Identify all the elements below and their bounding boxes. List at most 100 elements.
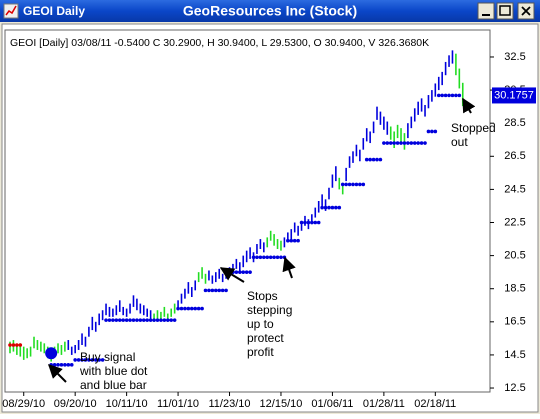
y-tick-label: 12.5 [504, 382, 525, 394]
stop-dot [275, 255, 280, 260]
stop-dot [172, 318, 177, 322]
stop-dot [337, 205, 342, 210]
stop-dot [83, 358, 88, 362]
stop-dot [316, 220, 321, 225]
stop-dot [395, 141, 400, 145]
x-tick-label: 11/23/10 [209, 398, 251, 410]
stop-dot [385, 141, 390, 145]
stop-dot [299, 220, 304, 225]
stop-dot [121, 318, 125, 322]
stop-dot [183, 306, 187, 311]
stop-dot [375, 157, 379, 162]
stop-dot [440, 93, 444, 98]
stop-dot [402, 141, 407, 145]
stop-dot [450, 93, 455, 98]
window-caption: GeoResources Inc (Stock) [183, 3, 357, 19]
stop-dot [193, 306, 198, 311]
stop-dot [382, 141, 386, 145]
stop-dot [15, 343, 19, 347]
stop-dot [255, 255, 259, 260]
annotation: Buy signal [80, 350, 135, 364]
stop-dot [97, 358, 101, 362]
stop-dot [279, 255, 283, 260]
stop-dot [457, 93, 462, 98]
title-bar [0, 0, 540, 22]
stop-dot [111, 318, 115, 322]
stop-dot [210, 288, 215, 293]
stop-dot [179, 306, 184, 311]
stop-dot [334, 205, 338, 210]
maximize-glyph [499, 5, 511, 16]
stop-dot [268, 255, 273, 260]
stop-dot [406, 141, 410, 145]
stop-dot [344, 182, 348, 187]
stop-dot [286, 238, 290, 243]
stop-dot [186, 306, 191, 311]
stop-dot [56, 363, 60, 367]
window-buttons [477, 2, 535, 20]
stop-dot [80, 358, 84, 362]
stop-dot [234, 270, 239, 274]
minimize-button[interactable] [477, 2, 495, 20]
stop-dot [433, 129, 438, 134]
plot-frame [4, 29, 491, 393]
stop-dot [351, 182, 355, 187]
stop-dot [196, 306, 201, 311]
y-tick-label: 18.5 [504, 283, 525, 295]
stop-dot [52, 363, 57, 367]
stop-dot [18, 343, 23, 347]
stop-dot [378, 157, 383, 162]
annotation: out [451, 135, 468, 149]
stop-dot [8, 343, 12, 347]
stop-dot [354, 182, 359, 187]
stop-dot [93, 358, 98, 362]
stop-dot [454, 93, 458, 98]
window-title: GEOI Daily [23, 4, 85, 18]
stop-dot [364, 157, 369, 162]
stop-dot [265, 255, 270, 260]
annotation: Stopped [451, 121, 496, 135]
stop-dot [214, 288, 218, 293]
stop-dot [412, 141, 417, 145]
stop-dot [340, 182, 345, 187]
stop-dot [169, 318, 174, 322]
x-tick-label: 09/20/10 [54, 398, 97, 410]
y-tick-label: 24.5 [504, 183, 525, 195]
stop-dot [220, 288, 225, 293]
stop-dot [59, 363, 64, 367]
last-value-label: 30.1757 [494, 89, 534, 101]
stop-dot [165, 318, 170, 322]
annotation: with blue dot [79, 364, 148, 378]
arrow [48, 364, 67, 383]
stop-dot [114, 318, 119, 322]
stop-dot [66, 363, 71, 367]
stop-dot [11, 343, 16, 347]
stop-dot [241, 270, 246, 274]
y-tick-label: 20.5 [504, 250, 525, 262]
stop-dot [313, 220, 318, 225]
stop-dot [117, 318, 122, 322]
stop-dot [310, 220, 314, 225]
stop-dot [162, 318, 167, 322]
stop-dot [292, 238, 297, 243]
stop-dot [76, 358, 81, 362]
stop-dot [203, 288, 208, 293]
annotation: profit [247, 345, 274, 359]
annotation: stepping [247, 303, 292, 317]
stop-dot [320, 205, 324, 210]
stop-dot [69, 363, 74, 367]
stop-dot [207, 288, 211, 293]
stop-dot [272, 255, 276, 260]
stop-dot [124, 318, 129, 322]
y-tick-label: 16.5 [504, 316, 525, 328]
stop-dot [399, 141, 403, 145]
stop-dot [327, 205, 331, 210]
annotation: protect [247, 331, 284, 345]
stop-dot [289, 238, 294, 243]
plot: 12.514.516.518.520.522.524.526.528.530.5… [2, 50, 536, 410]
stop-dot [87, 358, 91, 362]
y-tick-label: 26.5 [504, 150, 525, 162]
x-tick-label: 01/06/11 [311, 398, 353, 410]
stop-dot [296, 238, 300, 243]
